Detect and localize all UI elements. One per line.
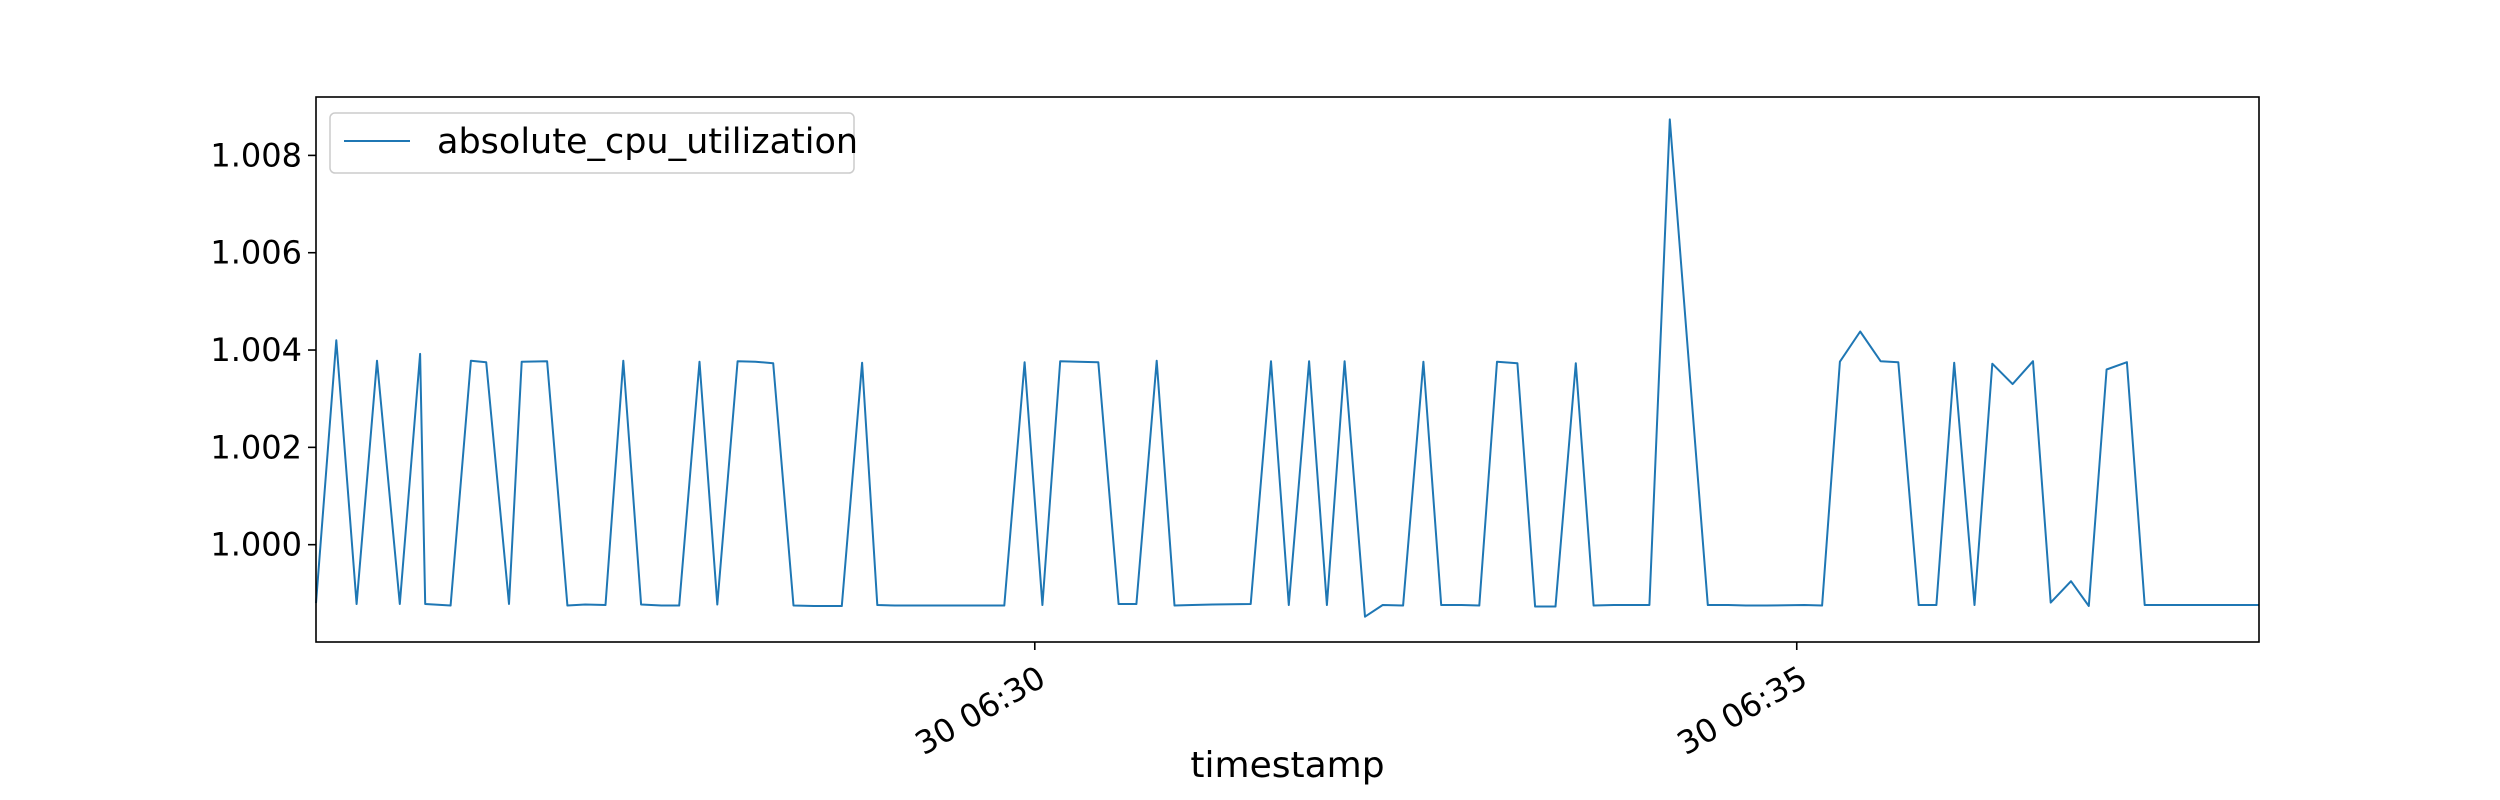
y-tick-label: 1.006 [210,234,302,272]
legend[interactable]: absolute_cpu_utilization [329,112,858,174]
y-axis-ticks: 1.000 1.002 1.004 1.006 1.008 [210,136,316,564]
plot-frame [315,96,2260,643]
x-axis-title: timestamp [1190,745,1384,786]
plot-background [316,97,2259,642]
legend-label: absolute_cpu_utilization [437,122,858,162]
y-tick-label: 1.008 [210,136,302,174]
y-tick-label: 1.002 [210,428,302,466]
x-tick-label: 30 06:35 [1671,658,1814,762]
x-tick-label: 30 06:30 [909,658,1052,762]
series-line-absolute-cpu-utilization [315,118,2259,618]
y-tick-label: 1.004 [210,331,302,369]
y-tick-label: 1.000 [210,526,302,564]
legend-frame [329,112,855,174]
series-layer [315,118,2259,618]
